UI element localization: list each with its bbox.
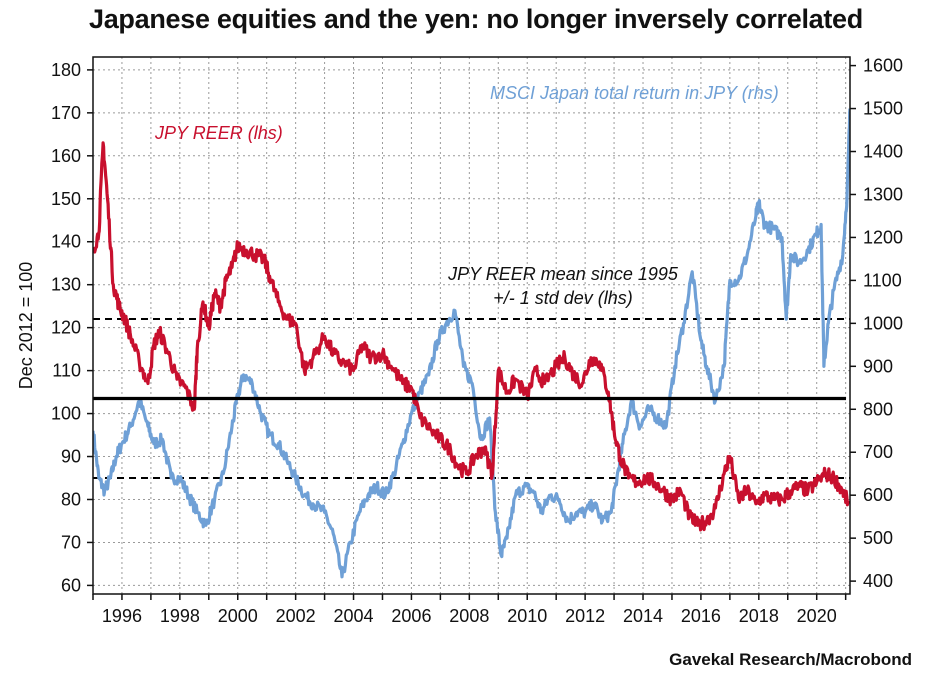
plot-frame (92, 56, 851, 595)
left-tick-label: 110 (52, 361, 81, 381)
right-tick-label: 1100 (863, 270, 902, 290)
left-axis-label: Dec 2012 = 100 (16, 262, 36, 390)
x-tick-label: 2016 (681, 606, 721, 626)
left-tick-label: 120 (51, 318, 81, 338)
right-tick-label: 500 (863, 528, 893, 548)
plot-border (92, 56, 851, 595)
right-tick-label: 1200 (863, 227, 903, 247)
axes: 60 70 80 90 100 110 120 130 140 150 160 170 180 400 50… (16, 56, 903, 626)
left-tick-label: 180 (51, 60, 81, 80)
right-tick-label: 600 (863, 485, 893, 505)
msci-japan-line (93, 108, 850, 579)
x-tick-label: 2006 (391, 606, 431, 626)
right-tick-label: 1500 (863, 99, 903, 119)
right-tick-label: 700 (863, 442, 893, 462)
right-tick-label: 800 (863, 399, 893, 419)
right-tick-label: 400 (863, 571, 893, 591)
x-tick-label: 2002 (276, 606, 316, 626)
left-tick-label: 60 (61, 575, 81, 595)
left-tick-label: 150 (51, 189, 81, 209)
right-tick-label: 900 (863, 356, 893, 376)
x-tick-label: 1998 (160, 606, 200, 626)
x-tick-label: 2004 (334, 606, 374, 626)
left-tick-label: 70 (61, 532, 81, 552)
std-dev-label: +/- 1 std dev (lhs) (493, 288, 633, 308)
msci-series-label: MSCI Japan total return in JPY (rhs) (490, 83, 779, 103)
left-tick-label: 80 (61, 489, 81, 509)
x-tick-label: 2000 (218, 606, 258, 626)
annotations: JPY REER (lhs) MSCI Japan total return in… (154, 83, 779, 308)
reer-series-label: JPY REER (lhs) (154, 123, 283, 143)
right-tick-label: 1400 (863, 142, 903, 162)
source-note: Gavekal Research/Macrobond (669, 650, 912, 669)
left-tick-label: 140 (51, 232, 81, 252)
left-tick-label: 100 (51, 404, 81, 424)
x-tick-label: 2008 (449, 606, 489, 626)
x-tick-label: 1996 (102, 606, 142, 626)
x-tick-label: 2012 (565, 606, 605, 626)
mean-label: JPY REER mean since 1995 (447, 264, 679, 284)
right-tick-label: 1300 (863, 184, 903, 204)
left-tick-label: 130 (51, 275, 81, 295)
x-tick-label: 2018 (739, 606, 779, 626)
x-tick-label: 2010 (507, 606, 547, 626)
jpy-reer-line (93, 141, 850, 532)
right-tick-label: 1000 (863, 313, 903, 333)
chart-title: Japanese equities and the yen: no longer… (89, 4, 863, 34)
x-tick-label: 2014 (623, 606, 663, 626)
right-tick-label: 1600 (863, 56, 903, 76)
x-tick-label: 2020 (797, 606, 837, 626)
gridlines (92, 57, 850, 594)
left-tick-label: 90 (61, 447, 81, 467)
left-tick-label: 170 (51, 103, 81, 123)
left-tick-label: 160 (51, 146, 81, 166)
plot-lines (93, 108, 850, 579)
